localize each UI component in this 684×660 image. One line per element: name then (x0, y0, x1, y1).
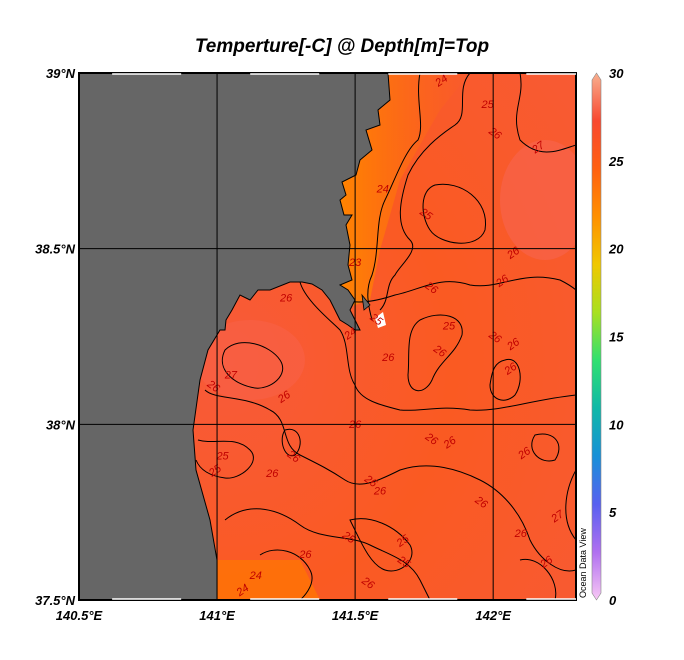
colorbar-tick-label: 10 (609, 417, 624, 432)
contour-label: 26 (381, 352, 395, 364)
contour-label: 25 (215, 450, 229, 462)
cool-patch (340, 73, 470, 310)
contour-line (565, 469, 576, 541)
contour-line (344, 276, 576, 303)
contour-lines (195, 73, 576, 600)
contour-line (224, 508, 431, 600)
watermark: Ocean Data View (578, 528, 588, 598)
lat-tick-label: 38.5°N (35, 242, 76, 257)
contour-line (367, 73, 422, 321)
grid-lines (79, 73, 576, 600)
map-frame (78, 72, 577, 601)
lon-tick-label: 141.5°E (332, 608, 379, 623)
map-title: Temperture[-C] @ Depth[m]=Top (194, 36, 490, 57)
colorbar-tick-label: 5 (609, 505, 617, 520)
contour-label: 24 (249, 570, 262, 582)
contour-line (259, 549, 313, 600)
contour-label: 25 (481, 99, 495, 111)
contour-line (349, 518, 413, 572)
contour-line (195, 439, 254, 479)
lon-tick-label: 142°E (475, 608, 511, 623)
lat-tick-label: 37.5°N (35, 593, 76, 608)
contour-line (531, 433, 560, 462)
warm-patch (500, 140, 576, 260)
contour-line (221, 342, 283, 389)
contour-label: 26 (373, 486, 387, 498)
contour-line (489, 358, 521, 401)
contour-label: 26 (298, 549, 312, 561)
lon-tick-label: 140.5°E (56, 608, 103, 623)
contour-label: 25 (442, 320, 456, 332)
colorbar-tick-label: 30 (609, 66, 624, 81)
colorbar-tick-label: 15 (609, 330, 624, 345)
contour-label: 26 (279, 292, 293, 304)
land-mass (79, 73, 391, 600)
colorbar-tick-label: 0 (609, 593, 617, 608)
cool-patch (217, 560, 320, 600)
contour-label: 24 (376, 183, 389, 195)
axis-labels: 140.5°E 141°E 141.5°E 142°E 37.5°N 38°N 38.5°N… (35, 66, 576, 623)
island-spots (361, 293, 386, 328)
contour-label: 27 (224, 370, 238, 382)
contour-label: 26 (514, 528, 528, 540)
contour-line (204, 389, 576, 572)
contour-line (407, 314, 463, 392)
lat-tick-label: 39°N (46, 66, 76, 81)
colorbar: 0 5 10 15 20 25 30 (591, 66, 624, 608)
contour-line (379, 73, 471, 311)
lat-tick-label: 38°N (46, 417, 76, 432)
contour-line (516, 73, 576, 153)
contour-label: 26 (265, 468, 279, 480)
colorbar-scale (591, 72, 602, 601)
colorbar-tick-label: 25 (608, 154, 624, 169)
lon-tick-label: 141°E (199, 608, 235, 623)
contour-line (422, 183, 486, 244)
contour-line (281, 428, 301, 457)
colorbar-tick-label: 20 (608, 242, 624, 257)
contour-line (519, 558, 557, 600)
